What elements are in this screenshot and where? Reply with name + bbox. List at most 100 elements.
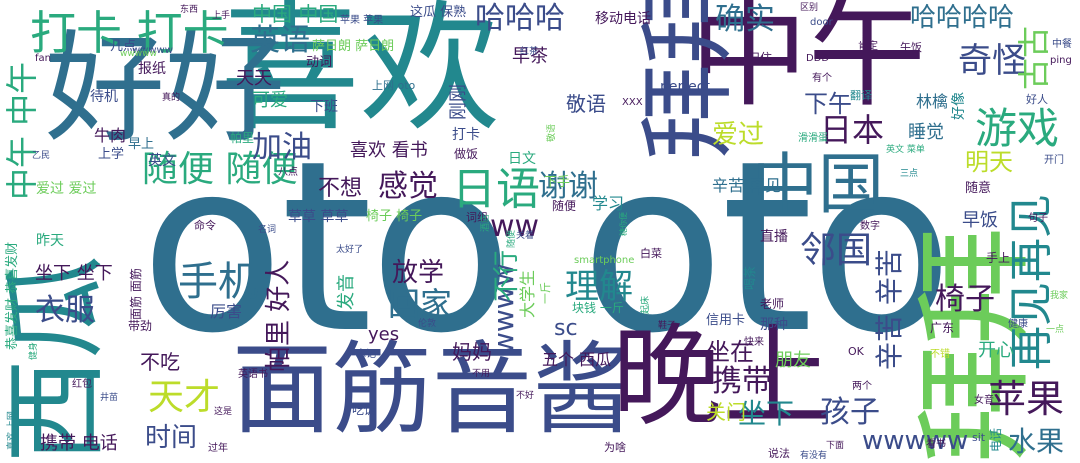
word-buhao: 不好 (516, 391, 535, 401)
word-wanshang: 晚上 (612, 313, 832, 441)
word-daiji: 待机 (90, 89, 118, 105)
word-nvyin: 女音 (974, 395, 994, 406)
word-saerlang: 萨日朗 萨日朗 (312, 39, 395, 54)
word-mianjin: 面筋音酱 (232, 331, 632, 448)
word-xxx: XXX (622, 97, 643, 108)
word-qubie: 区别 (800, 3, 819, 13)
word-juzi: 句子 (1028, 213, 1048, 224)
word-xiashou: 下手 (544, 175, 571, 190)
word-hecha: 喝茶 (743, 265, 757, 290)
word-buxing: 不行 (492, 249, 522, 302)
word-baozhi: 报纸 (138, 61, 166, 77)
word-shangxue: 上学 (98, 147, 125, 162)
word-zhongguo: 中国 (752, 146, 884, 223)
word-aiguo: 爱过 (712, 120, 765, 150)
word-xiedai: 携带 (712, 364, 772, 399)
word-kending: 肯定 (858, 41, 878, 52)
word-jiankang: 健康 (1008, 319, 1028, 330)
word-guonian: 过年 (208, 443, 228, 454)
word-pengyou: 朋友 (775, 350, 811, 371)
word-xiamian: 下面 (826, 441, 845, 451)
word-sandian: 三点 (900, 169, 919, 179)
word-xiexie: 谢谢 (538, 169, 598, 204)
word-weisha: 为啥 (604, 441, 626, 454)
word-wufan: 午饭 (900, 41, 922, 54)
word-yizi: 椅子 (935, 282, 995, 317)
word-zaoshang: 早上 (128, 137, 155, 152)
word-shuzi: 数字 (860, 221, 880, 232)
word-youge: 有个 (812, 73, 832, 84)
word-keai: 可爱 (252, 90, 288, 111)
word-aiguo2: 爱过 爱过 (36, 181, 97, 197)
word-dongxi: 东西 (180, 5, 199, 15)
word-daxuesheng: 大学生 (518, 269, 537, 318)
word-kaimen: 开门 (1044, 155, 1064, 166)
word-zuotian: 昨天 (36, 233, 64, 249)
word-zhongwu2: 中午 中午 (3, 61, 41, 200)
word-shuijiao: 睡觉 (908, 122, 944, 143)
word-taihaole: 太好了 (336, 245, 364, 255)
word-suibian3: 随便 (507, 229, 517, 248)
word-caocao: 草草 草草 (288, 209, 349, 225)
word-zaofan: 早饭 (962, 210, 998, 231)
word-riben: 日本 (820, 111, 885, 149)
word-youmeiyou: 有没有 (800, 451, 828, 461)
word-yimin: 乙民 (32, 151, 51, 161)
word-shuofa: 说法 (768, 447, 790, 460)
word-xiaban: 下班 (310, 99, 338, 115)
word-jingyu: 敬语 (566, 92, 606, 116)
word-bucuo: 不错 (930, 349, 950, 360)
word-pali: 帕里 (230, 131, 255, 145)
word-huahuadan: 滑滑蛋 (798, 133, 828, 144)
word-haoren: 好人 (1026, 93, 1048, 106)
word-xinyongka: 信用卡 (706, 313, 746, 328)
word-zhende: 真的 (162, 93, 181, 103)
word-yifu: 衣服 (35, 293, 95, 328)
word-xiezi: 鞋子 (658, 321, 677, 331)
word-zuozai: 坐在 (706, 338, 754, 366)
word-pingguo: 苹果 (988, 377, 1065, 421)
word-xinku-zaijian: 辛苦 再见 (712, 176, 782, 195)
word-jiudian: 酒店 (481, 213, 491, 232)
word-yidong-dianhua: 移动电话 (595, 11, 651, 27)
word-sit: sit (972, 431, 986, 444)
word-shangwang-oto: 上网 oto (372, 79, 416, 92)
word-wwwww: wwwww (862, 426, 969, 456)
word-qichuang: 起床 (641, 295, 651, 314)
word-sc: sc (554, 316, 578, 341)
word-suiyi: 随意 (965, 181, 992, 196)
word-gugu: 古古 (1015, 25, 1053, 90)
word-yingwen-caidan: 英文 菜单 (886, 145, 925, 155)
word-zhongwu: 中午 (690, 0, 927, 123)
word-riyu: 日语 (452, 164, 540, 215)
word-hahaha: 哈哈哈 (475, 1, 565, 36)
word-tiancai: 天才 (148, 377, 221, 418)
word-haohao: 好好 (45, 20, 285, 159)
word-buxiang: 不想 (318, 176, 363, 201)
word-jingyu2: 敬语 (547, 123, 557, 142)
word-wojia: 我家 (1050, 291, 1069, 301)
word-guangdong: 广东 (930, 321, 955, 335)
word-door: door (810, 17, 833, 28)
word-linguo: 邻国 (800, 230, 873, 271)
word-yes: yes (368, 324, 400, 345)
word-lihai: 厉害 (210, 302, 243, 321)
word-kuaiqian: 块钱 一斤 (572, 301, 624, 315)
word-zaocha: 早茶 (512, 46, 548, 67)
word-laoshi: 老师 (760, 297, 785, 311)
word-mingling: 命令 (194, 219, 216, 232)
word-zhegua: 这瓜 保熟 (410, 5, 467, 20)
word-dongci: 动词 (306, 55, 333, 70)
word-ganjue: 感觉 (378, 169, 438, 204)
word-xihuan-shangwang: 喜欢 上网 (7, 411, 17, 450)
word-zheshi: 这是 (214, 407, 233, 417)
word-riwen: 日文 (508, 151, 536, 167)
word-daka: 打卡 打卡 (30, 6, 229, 60)
word-zhongcan: 中餐 (1052, 39, 1072, 50)
word-xuexi: 学习 (592, 194, 625, 213)
word-kaixin: 开心 (978, 340, 1014, 361)
word-shouji: 手机 (178, 259, 258, 305)
word-youxi: 游戏 (975, 104, 1060, 153)
word-jizhu: 记住 (748, 51, 773, 65)
word-mianjin2: 面筋 面筋 (129, 268, 143, 320)
